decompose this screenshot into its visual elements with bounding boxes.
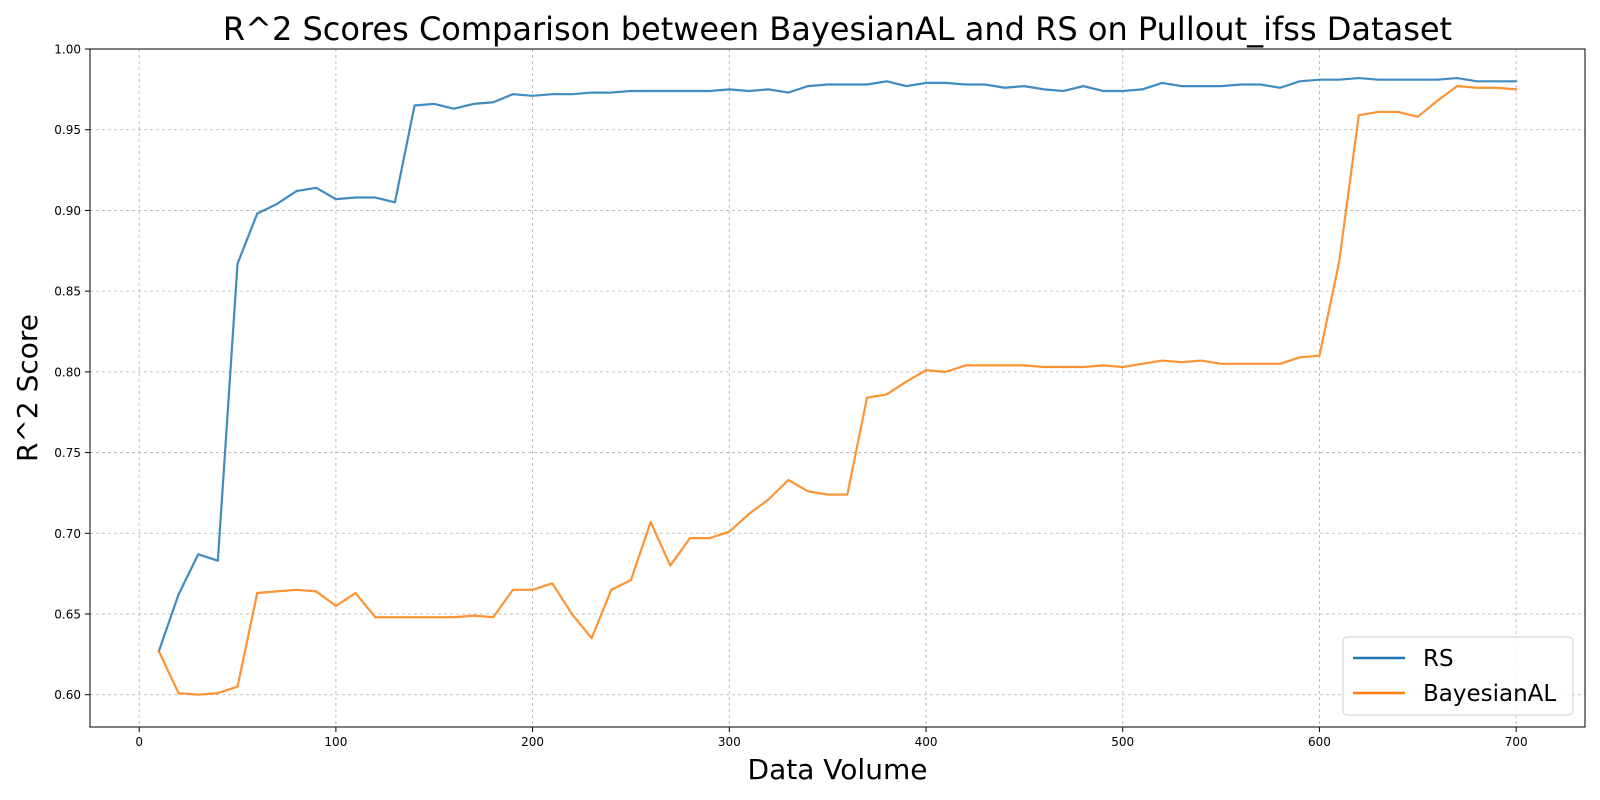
- legend-label-bayesianal: BayesianAL: [1423, 681, 1556, 707]
- legend-label-rs: RS: [1423, 646, 1454, 672]
- x-tick-label: 500: [1111, 735, 1134, 749]
- chart-title: R^2 Scores Comparison between BayesianAL…: [223, 10, 1452, 48]
- y-tick-label: 0.65: [54, 608, 81, 622]
- series-line-rs: [157, 76, 1518, 653]
- x-tick-label: 300: [718, 735, 741, 749]
- x-axis-title: Data Volume: [748, 753, 928, 786]
- y-axis-title: R^2 Score: [11, 314, 44, 462]
- x-tick-label: 100: [324, 735, 347, 749]
- y-tick-label: 0.80: [54, 365, 81, 379]
- legend: RS BayesianAL: [1342, 636, 1574, 716]
- y-tick-label: 0.70: [54, 527, 81, 541]
- x-tick-label: 200: [521, 735, 544, 749]
- y-tick-label: 0.75: [54, 446, 81, 460]
- plot-area-frame: [89, 48, 1586, 728]
- axis-ticks: 0 100 200 300 400 500 600 700 0.60 0.65 0.70 0.75 0.…: [54, 43, 1527, 750]
- y-tick-label: 0.85: [54, 285, 81, 299]
- x-tick-label: 700: [1505, 735, 1528, 749]
- y-tick-label: 1.00: [54, 43, 81, 57]
- x-tick-label: 400: [915, 735, 938, 749]
- y-tick-label: 0.90: [54, 204, 81, 218]
- legend-box: [1342, 636, 1574, 716]
- series-lines: [157, 76, 1518, 696]
- series-line-bayesianal: [157, 85, 1518, 696]
- y-tick-label: 0.95: [54, 123, 81, 137]
- grid: [90, 48, 1585, 727]
- x-tick-label: 600: [1308, 735, 1331, 749]
- x-tick-label: 0: [135, 735, 143, 749]
- y-tick-label: 0.60: [54, 688, 81, 702]
